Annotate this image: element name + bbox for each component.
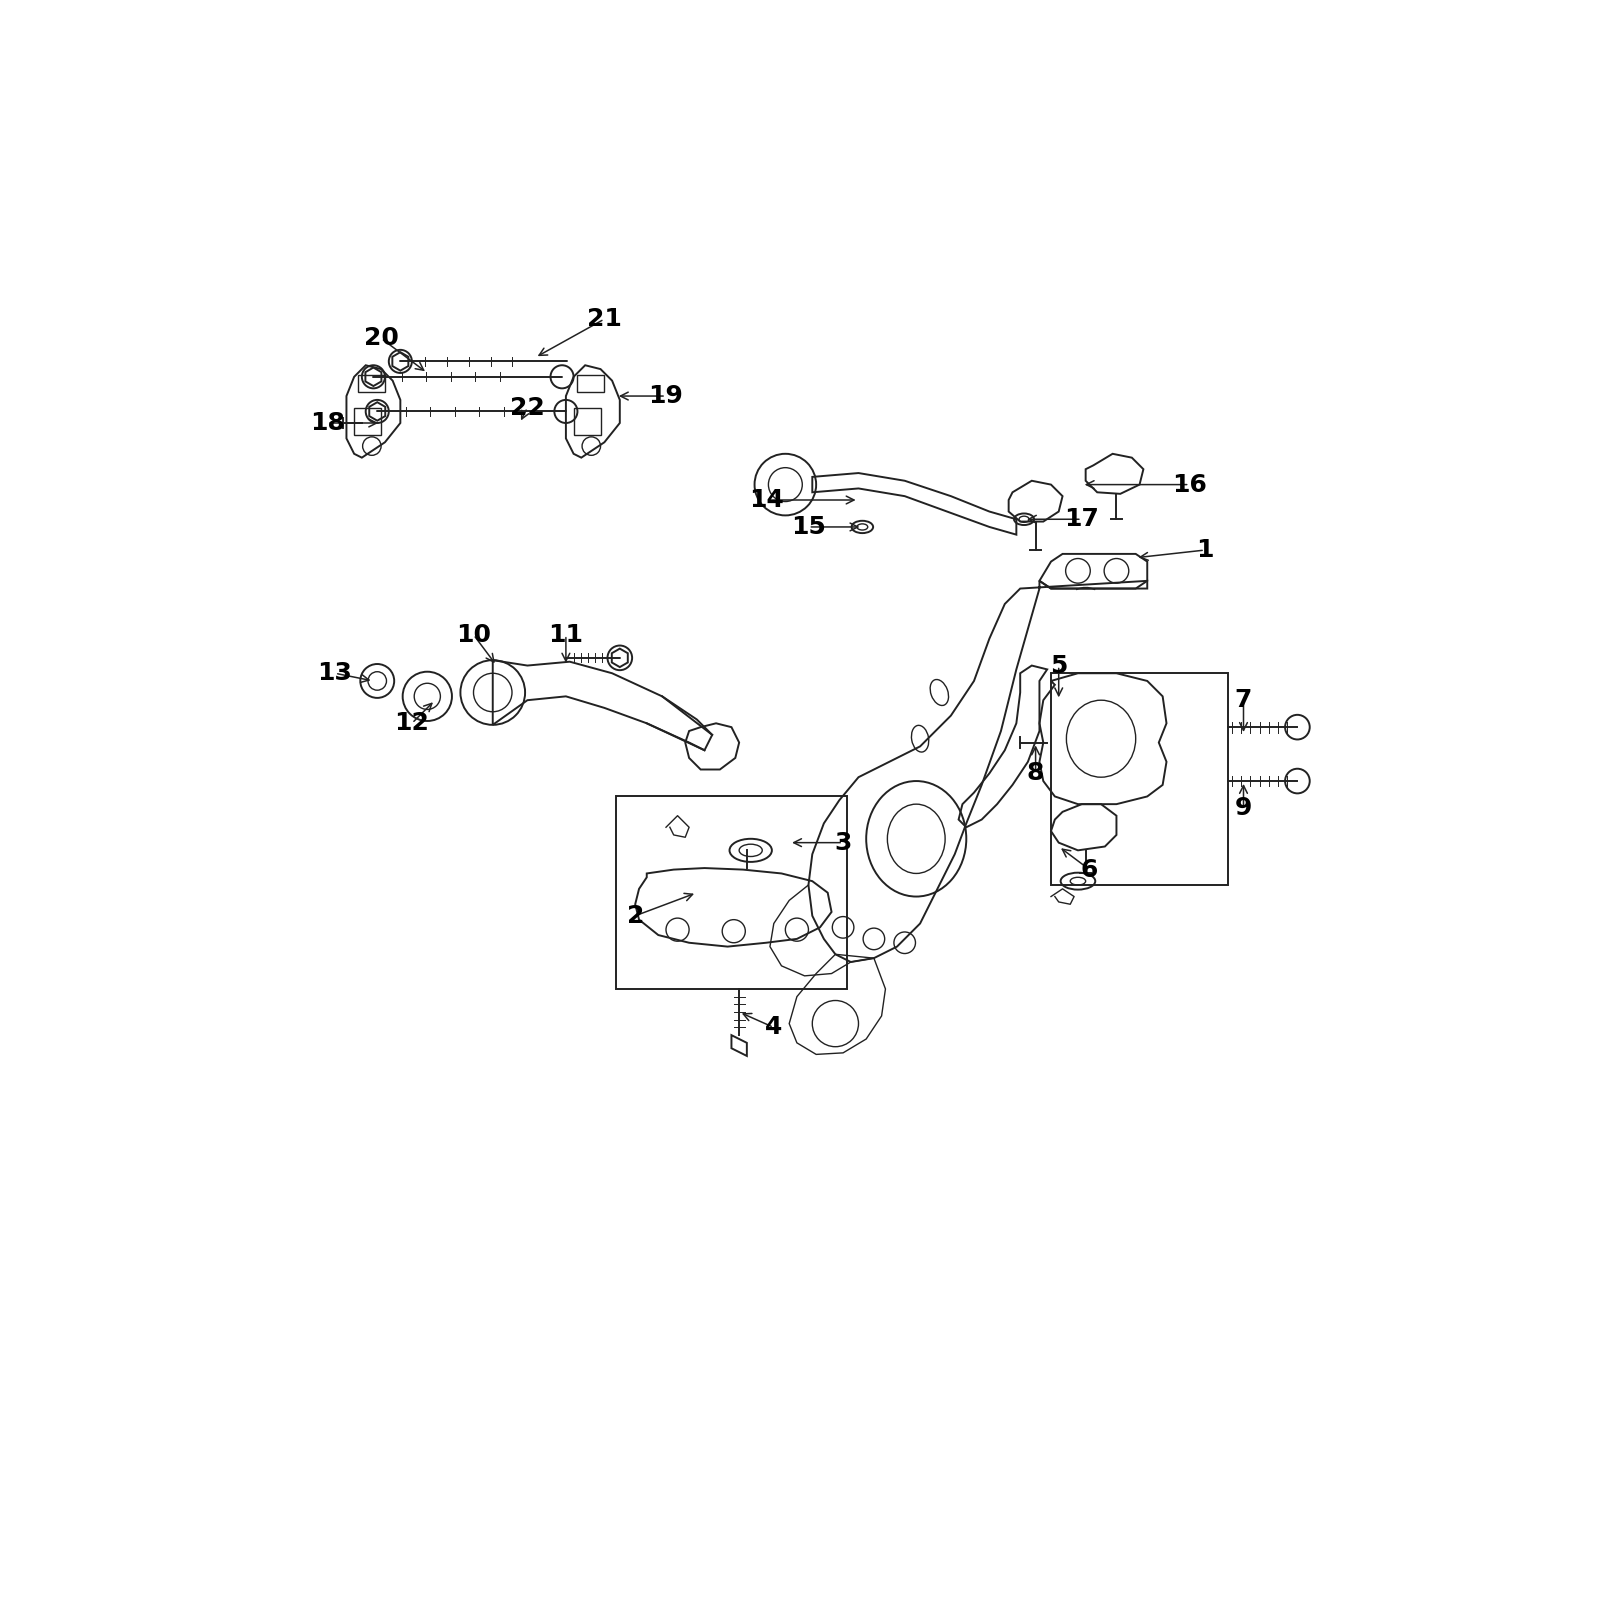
Text: 4: 4	[765, 1016, 782, 1040]
Text: 7: 7	[1235, 688, 1253, 712]
Bar	[1051, 674, 1229, 885]
Text: 9: 9	[1235, 795, 1253, 819]
Text: 10: 10	[456, 622, 491, 646]
Text: 13: 13	[317, 661, 352, 685]
Text: 15: 15	[790, 515, 826, 539]
Text: 5: 5	[1050, 653, 1067, 677]
Text: 3: 3	[835, 830, 851, 854]
Text: 17: 17	[1064, 507, 1099, 531]
Bar	[358, 376, 386, 392]
Text: 14: 14	[749, 488, 784, 512]
Text: 22: 22	[510, 395, 544, 419]
Bar	[354, 408, 381, 435]
Text: 6: 6	[1082, 858, 1098, 882]
Text: 12: 12	[395, 712, 429, 736]
Text: 11: 11	[549, 622, 584, 646]
Text: 21: 21	[587, 307, 622, 331]
Bar	[616, 797, 846, 989]
Text: 19: 19	[648, 384, 683, 408]
Bar	[573, 408, 600, 435]
Text: 16: 16	[1173, 472, 1206, 496]
Text: 18: 18	[310, 411, 344, 435]
Text: 8: 8	[1027, 762, 1045, 786]
Text: 20: 20	[363, 326, 398, 350]
Bar	[578, 376, 605, 392]
Text: 1: 1	[1197, 538, 1214, 562]
Text: 2: 2	[627, 904, 643, 928]
